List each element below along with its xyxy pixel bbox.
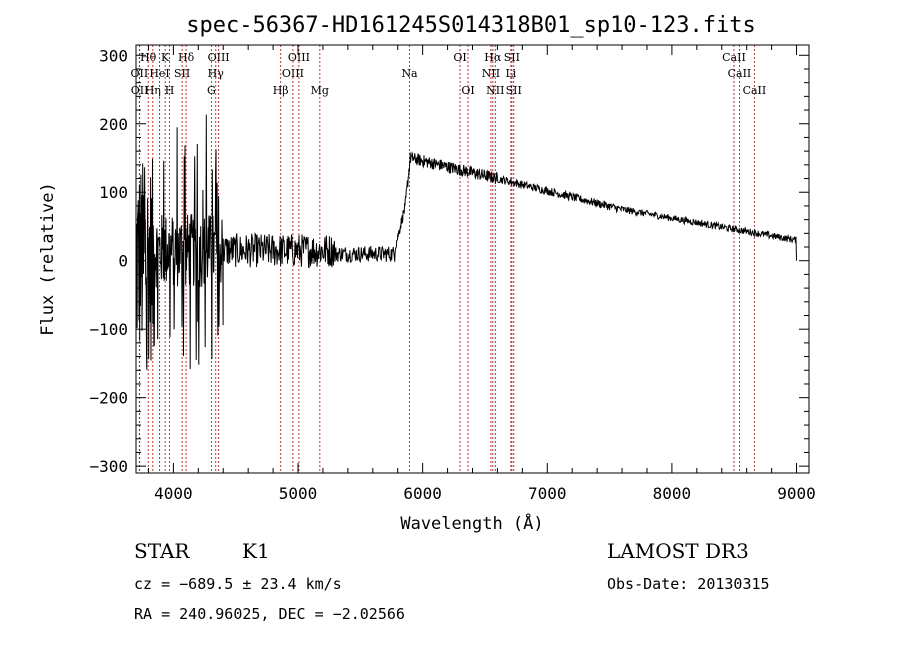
x-tick-label: 5000 xyxy=(279,484,318,503)
object-subclass: K1 xyxy=(242,539,270,563)
spectral-line-label: OIII xyxy=(288,51,310,64)
spectral-line-label: Hθ xyxy=(140,51,157,64)
axis-ticks: 4000 5000 6000 7000 8000 9000 −300 −200 −100 0 100… xyxy=(89,45,816,503)
y-tick-label: −200 xyxy=(89,389,128,408)
spectral-line-label: NII xyxy=(482,67,500,80)
y-tick-label: −300 xyxy=(89,457,128,476)
spectral-line-label: OIII xyxy=(282,67,304,80)
spectral-line-label: H xyxy=(165,84,175,97)
spectral-line-label: SII xyxy=(174,67,190,80)
object-class: STAR xyxy=(134,539,190,563)
x-tick-label: 7000 xyxy=(528,484,567,503)
spectral-line-label: Hη xyxy=(145,84,161,97)
spectral-line-label: Hα xyxy=(484,51,502,64)
spectral-line-label: SII xyxy=(504,51,520,64)
chart-title: spec-56367-HD161245S014318B01_sp10-123.f… xyxy=(186,13,756,38)
spectral-line-markers xyxy=(138,45,755,473)
spectral-line-label: Hδ xyxy=(178,51,195,64)
spectrum-series xyxy=(135,114,797,370)
spectrum-line xyxy=(135,114,797,370)
spectral-line-label: OII xyxy=(131,84,149,97)
spectral-line-label: CaII xyxy=(722,51,746,64)
x-tick-label: 8000 xyxy=(653,484,692,503)
x-tick-label: 9000 xyxy=(777,484,816,503)
redshift-readout: cz = −689.5 ± 23.4 km/s xyxy=(134,575,342,593)
spectral-line-label: OIII xyxy=(208,51,230,64)
spectral-line-label: NII xyxy=(486,84,504,97)
spectral-line-label: OII xyxy=(131,67,149,80)
spectral-line-label: OI xyxy=(453,51,466,64)
x-axis-title: Wavelength (Å) xyxy=(400,512,543,534)
survey-name: LAMOST DR3 xyxy=(607,539,749,563)
y-axis-title: Flux (relative) xyxy=(38,182,58,336)
y-tick-label: 300 xyxy=(99,46,128,65)
x-tick-label: 6000 xyxy=(403,484,442,503)
x-tick-label: 4000 xyxy=(154,484,193,503)
y-tick-label: 0 xyxy=(118,252,128,271)
spectral-line-label: Mg xyxy=(311,84,329,97)
y-tick-label: 200 xyxy=(99,115,128,134)
spectral-line-label: SII xyxy=(506,84,522,97)
coordinates-readout: RA = 240.96025, DEC = −2.02566 xyxy=(134,605,405,623)
observation-date: Obs-Date: 20130315 xyxy=(607,575,770,593)
spectral-line-label: CaII xyxy=(743,84,767,97)
spectral-line-label: Hβ xyxy=(273,84,289,97)
spectral-line-label: G xyxy=(207,84,216,97)
spectral-line-label: Na xyxy=(401,67,418,80)
spectral-line-label: CaII xyxy=(728,67,752,80)
spectral-line-label: Hγ xyxy=(208,67,225,80)
spectral-line-label: OI xyxy=(461,84,474,97)
spectral-line-label: HeI xyxy=(149,67,169,80)
spectral-line-label: K xyxy=(161,51,170,64)
spectral-line-label: Li xyxy=(505,67,516,80)
plot-frame xyxy=(135,44,810,474)
y-tick-label: 100 xyxy=(99,183,128,202)
y-tick-label: −100 xyxy=(89,320,128,339)
plot-area xyxy=(135,45,797,473)
